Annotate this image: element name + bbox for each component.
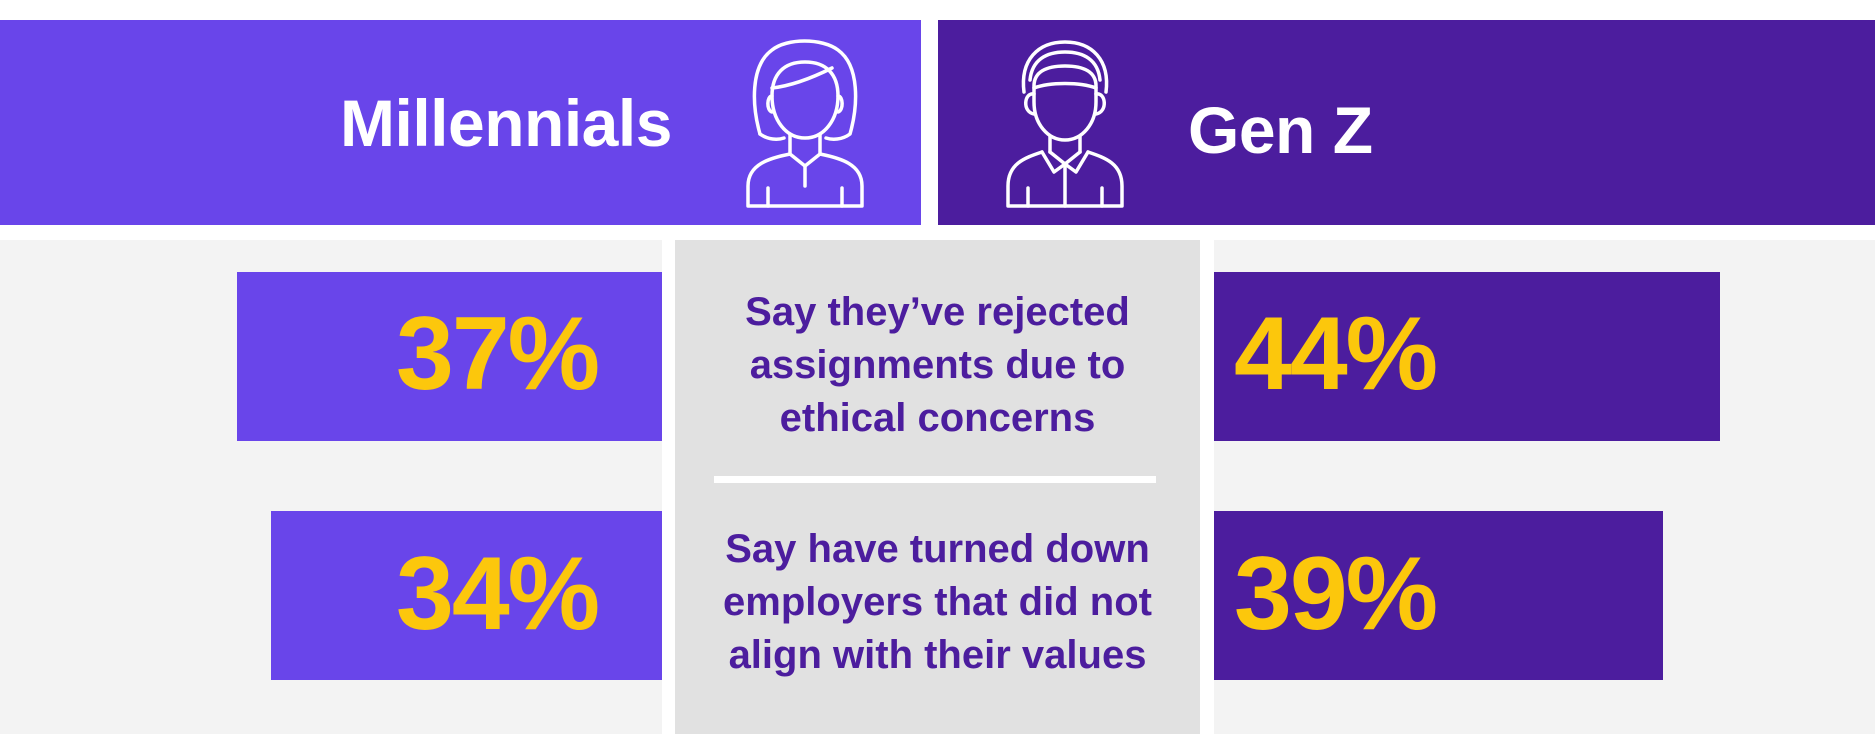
millennials-bar-rejected-assignments [236,272,662,441]
man-avatar-icon [1006,40,1124,208]
statement-turned-down-employers: Say have turned down employers that did … [723,527,1152,677]
woman-avatar-icon [746,39,864,208]
genz-bar-turned-down-employers [1214,511,1663,680]
genz-bar-rejected-assignments [1214,272,1720,441]
statement-rejected-assignments: Say they’ve rejected assignments due to … [745,290,1130,440]
genz-value-turned-down-employers: 39% [1234,536,1438,652]
millennials-bar-turned-down-employers [271,511,662,680]
genz-value-rejected-assignments: 44% [1234,296,1438,412]
genz-title: Gen Z [1188,93,1373,167]
millennials-value-rejected-assignments: 37% [396,296,600,412]
millennials-title: Millennials [340,86,672,160]
millennials-value-turned-down-employers: 34% [396,536,600,652]
statement-divider [714,476,1156,483]
statements-panel [675,240,1200,734]
